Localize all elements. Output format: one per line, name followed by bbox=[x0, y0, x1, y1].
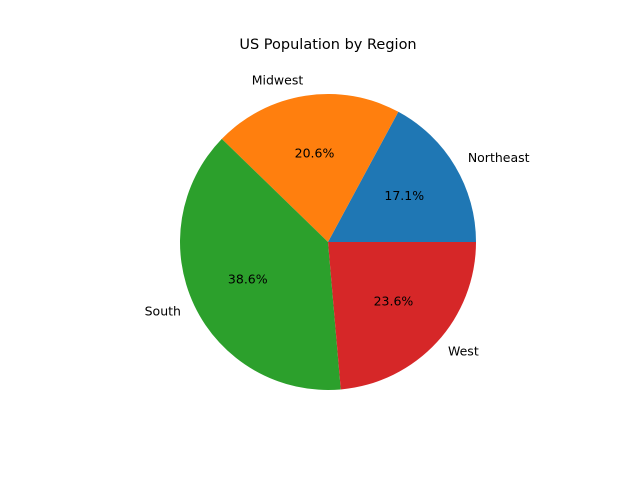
pie-slice-west bbox=[328, 242, 477, 390]
pie-labels: Northeast 17.1% Midwest 20.6% South 38.6% West… bbox=[145, 73, 530, 359]
slice-value-west: 23.6% bbox=[374, 294, 414, 309]
pie-slice-south bbox=[179, 138, 341, 390]
slice-value-midwest: 20.6% bbox=[295, 146, 335, 161]
pie-slice-northeast bbox=[328, 111, 477, 242]
slice-label-west: West bbox=[448, 344, 479, 359]
slice-label-northeast: Northeast bbox=[468, 150, 530, 165]
pie-slice-midwest bbox=[221, 93, 399, 242]
pie-slices bbox=[179, 93, 477, 390]
slice-label-south: South bbox=[145, 303, 181, 318]
slice-value-south: 38.6% bbox=[228, 272, 268, 287]
chart-title: US Population by Region bbox=[239, 37, 416, 53]
slice-value-northeast: 17.1% bbox=[384, 188, 424, 203]
slice-label-midwest: Midwest bbox=[252, 73, 304, 88]
